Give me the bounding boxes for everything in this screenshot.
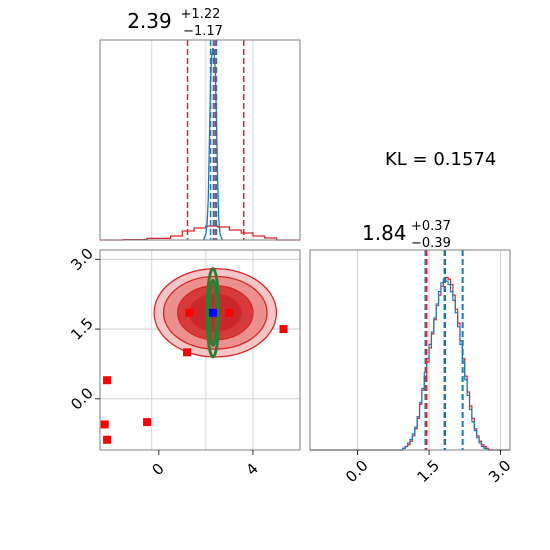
p3-contour-1-0: [205, 267, 221, 359]
p4-xtick-label-0: 0.0: [342, 456, 372, 486]
p4-series-1: [310, 278, 510, 451]
panel-param2-marginal: 0.0 1.5 3.0 1.84 +0.37 −0.39: [309, 215, 515, 486]
p1-series-0: [100, 225, 300, 241]
p4-xtick-label-2: 3.0: [485, 456, 515, 486]
kl-divergence-label: KL = 0.1574: [385, 149, 496, 170]
p3-point-3: [183, 348, 192, 357]
p3-ytick-label-1: 1.5: [67, 314, 97, 344]
p3-point-8: [208, 308, 217, 317]
p3-xtick-label-1: 4: [242, 460, 261, 479]
p3-point-6: [103, 435, 112, 444]
p1-histograms: [100, 47, 300, 241]
p3-point-0: [185, 308, 194, 317]
p1-series-1: [202, 47, 223, 241]
p3-point-2: [279, 325, 288, 334]
p3-point-5: [100, 420, 109, 429]
p3-points: [100, 308, 288, 444]
p3-ytick-label-2: 3.0: [67, 245, 97, 275]
panel-param1-marginal: 2.39 +1.22 −1.17: [99, 3, 301, 241]
p4-xtick-label-1: 1.5: [414, 456, 444, 486]
panel-joint: 0 4 0.0 1.5 3.0: [67, 245, 301, 479]
p4-frame: [309, 249, 511, 451]
p3-point-7: [143, 418, 152, 427]
p3-point-4: [103, 376, 112, 385]
p4-quantile-lines: [424, 250, 464, 450]
p3-frame: [99, 249, 301, 451]
p1-frame: [99, 39, 301, 241]
p4-histograms: [310, 276, 510, 451]
p3-point-1: [225, 308, 234, 317]
p1-quantile-lines: [186, 40, 245, 240]
p1-title: 2.39 +1.22 −1.17: [127, 3, 225, 39]
p4-ticks: 0.0 1.5 3.0: [342, 450, 515, 486]
p4-series-0: [310, 276, 510, 451]
p3-xtick-label-0: 0: [148, 460, 167, 479]
p1-grid: [151, 40, 254, 240]
p3-ytick-label-0: 0.0: [67, 384, 97, 414]
p4-title: 1.84 +0.37 −0.39: [362, 215, 456, 251]
